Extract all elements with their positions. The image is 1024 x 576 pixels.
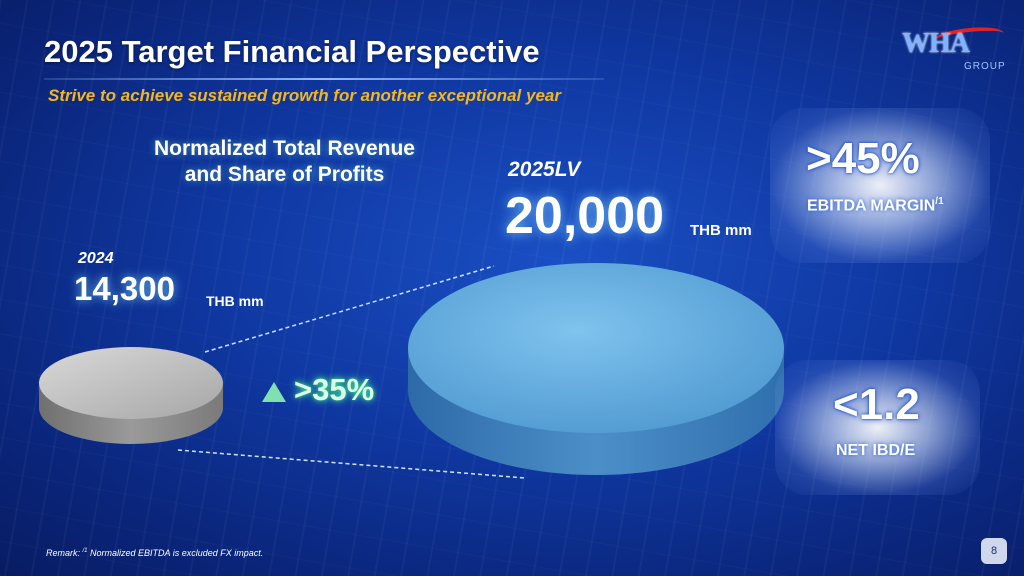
revenue-heading-line2: and Share of Profits bbox=[184, 163, 385, 186]
revenue-2024-value: 14,300 bbox=[74, 270, 175, 307]
title-underline bbox=[44, 78, 604, 80]
net-ibd-glow-panel bbox=[775, 360, 980, 495]
slide-subtitle: Strive to achieve sustained growth for a… bbox=[48, 86, 561, 105]
growth-value: >35% bbox=[294, 372, 375, 407]
ebitda-margin-label: EBITDA MARGIN/1 bbox=[807, 196, 944, 215]
ebitda-glow-panel bbox=[770, 108, 990, 263]
ebitda-margin-value: >45% bbox=[806, 134, 920, 183]
remark-prefix: Remark: bbox=[46, 548, 83, 558]
company-logo: WHA GROUP bbox=[902, 24, 1005, 74]
revenue-2024-unit: THB mm bbox=[206, 293, 264, 309]
ebitda-margin-label-text: EBITDA MARGIN bbox=[807, 197, 936, 215]
year-2025-label: 2025LV bbox=[508, 158, 581, 181]
net-ibd-value: <1.2 bbox=[833, 380, 920, 429]
revenue-heading-line1: Normalized Total Revenue bbox=[153, 137, 415, 160]
remark-text: Normalized EBITDA is excluded FX impact. bbox=[87, 548, 264, 558]
revenue-2025-value: 20,000 bbox=[505, 187, 665, 245]
connector-line-top bbox=[204, 265, 495, 353]
slide-title: 2025 Target Financial Perspective bbox=[44, 34, 540, 69]
logo-text: WHA bbox=[902, 28, 970, 59]
connector-line-bottom bbox=[177, 449, 526, 479]
year-2024-label: 2024 bbox=[78, 250, 114, 267]
net-ibd-label: NET IBD/E bbox=[836, 442, 916, 459]
up-triangle-icon bbox=[262, 382, 286, 402]
footnote-remark: Remark: /1 Normalized EBITDA is excluded… bbox=[46, 548, 263, 558]
revenue-heading: Normalized Total Revenue and Share of Pr… bbox=[112, 136, 457, 188]
revenue-2025-unit: THB mm bbox=[690, 222, 752, 239]
logo-group-text: GROUP bbox=[964, 61, 1006, 72]
disk-2025 bbox=[408, 263, 784, 475]
growth-indicator: >35% bbox=[262, 370, 402, 410]
page-number: 8 bbox=[981, 538, 1007, 564]
ebitda-footnote-marker: /1 bbox=[935, 196, 944, 207]
disk-2024 bbox=[39, 347, 223, 444]
remark-footnote-marker: /1 bbox=[82, 548, 88, 554]
